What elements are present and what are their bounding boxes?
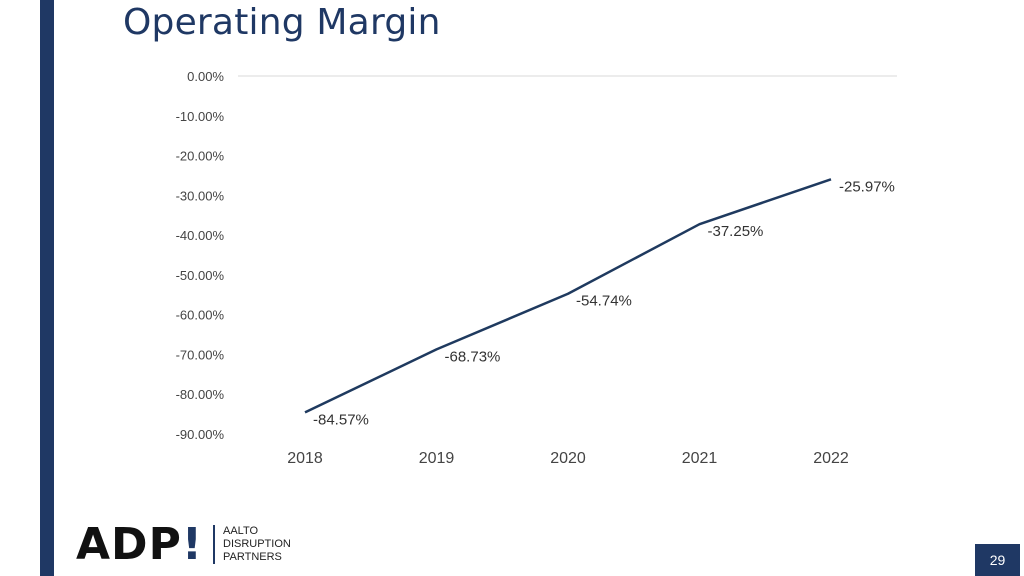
logo-wordmark: ADP! (76, 520, 203, 570)
data-label: -84.57% (313, 411, 369, 428)
data-label: -68.73% (445, 348, 501, 365)
y-tick-label: -40.00% (176, 228, 225, 243)
y-tick-label: -90.00% (176, 427, 225, 442)
logo-letters: ADP (76, 519, 182, 570)
y-tick-label: -60.00% (176, 308, 225, 323)
y-tick-label: -20.00% (176, 149, 225, 164)
y-tick-label: -50.00% (176, 268, 225, 283)
logo-tagline: AALTO DISRUPTION PARTNERS (213, 525, 291, 564)
y-tick-label: -10.00% (176, 109, 225, 124)
y-tick-label: -80.00% (176, 387, 225, 402)
data-label: -25.97% (839, 178, 895, 195)
logo-line-3: PARTNERS (223, 551, 282, 563)
logo-line-1: AALTO (223, 525, 259, 537)
series-line (304, 178, 832, 414)
y-tick-label: -70.00% (176, 347, 225, 362)
x-tick-label: 2019 (419, 450, 455, 467)
x-tick-label: 2020 (550, 450, 586, 467)
logo-exclamation-mark: ! (181, 519, 203, 570)
y-tick-label: 0.00% (187, 69, 224, 84)
page-number: 29 (975, 544, 1020, 576)
x-tick-label: 2022 (813, 450, 849, 467)
logo-line-2: DISRUPTION (223, 538, 291, 550)
left-accent-bar (40, 0, 54, 576)
data-label: -37.25% (708, 223, 764, 240)
y-tick-label: -30.00% (176, 188, 225, 203)
x-tick-label: 2018 (287, 450, 323, 467)
data-label: -54.74% (576, 293, 632, 310)
slide-title: Operating Margin (123, 2, 441, 43)
x-tick-label: 2021 (682, 450, 718, 467)
